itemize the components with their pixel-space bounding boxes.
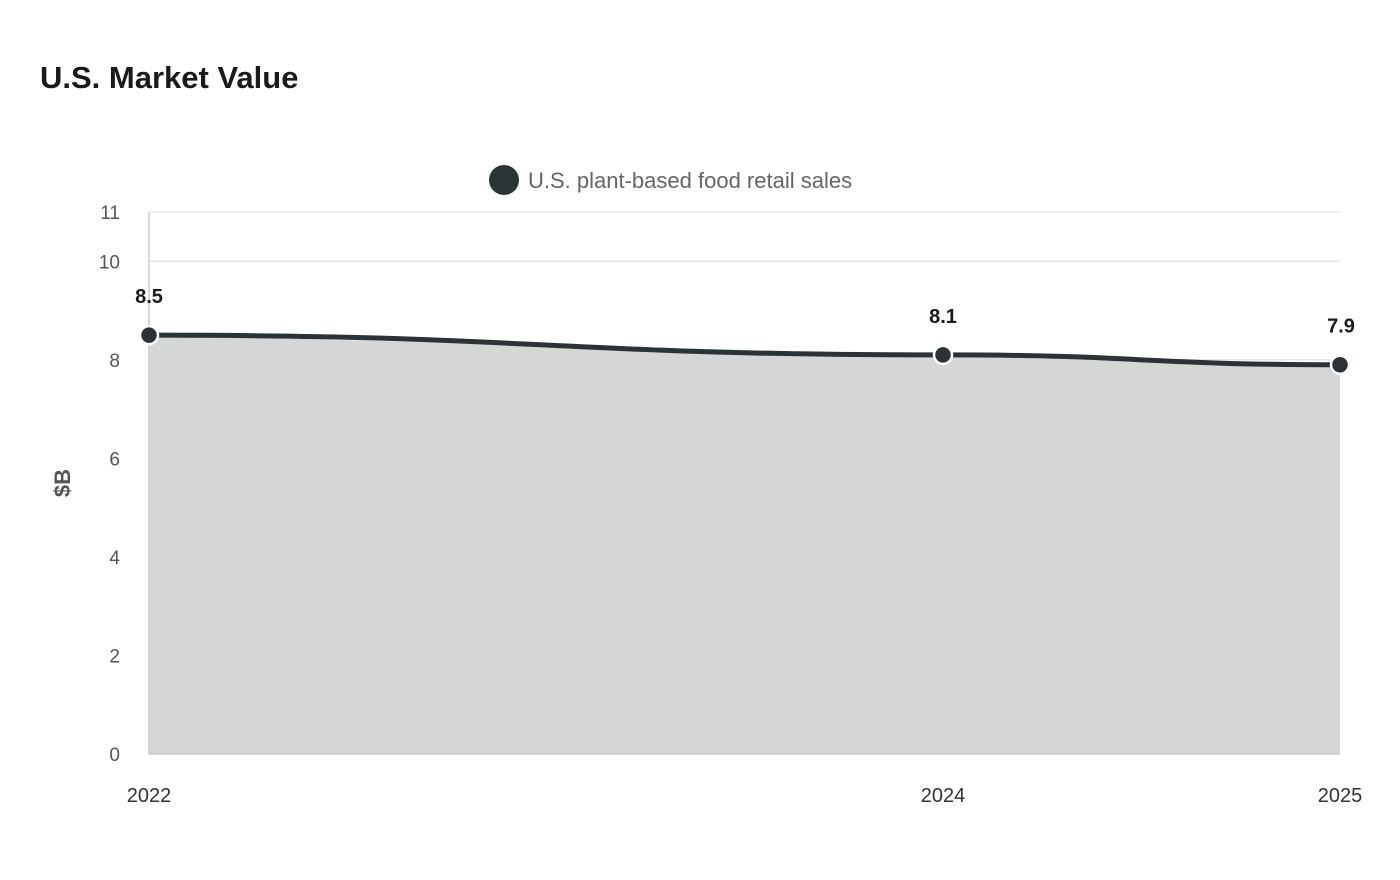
x-tick-label: 2025 (1318, 785, 1363, 807)
legend-label: U.S. plant-based food retail sales (528, 168, 852, 193)
legend-swatch (489, 165, 519, 195)
x-tick-label: 2022 (127, 785, 172, 807)
y-tick-label: 0 (109, 745, 120, 766)
y-tick-label: 4 (109, 548, 120, 569)
series-line (146, 332, 1343, 368)
series-line-layer (146, 332, 1343, 368)
y-tick-label: 6 (109, 449, 120, 470)
page-title: U.S. Market Value (40, 60, 299, 95)
data-label: 8.5 (135, 286, 163, 308)
data-point[interactable] (138, 324, 160, 346)
y-axis-title: $B (50, 469, 75, 497)
data-label: 8.1 (929, 306, 957, 328)
area-fill (149, 335, 1340, 754)
x-tick-label: 2024 (921, 785, 966, 807)
y-tick-label: 2 (109, 646, 120, 667)
y-tick-label: 10 (99, 252, 120, 273)
y-tick-label: 11 (100, 203, 120, 224)
axes (148, 212, 1340, 755)
data-point[interactable] (1329, 354, 1351, 375)
data-label: 7.9 (1327, 316, 1355, 338)
y-tick-label: 8 (109, 351, 120, 372)
area-fill-layer (149, 335, 1340, 754)
data-labels: 8.5 8.1 7.9 (135, 286, 1355, 338)
tick-labels: 0 2 4 6 8 10 11 2022 2024 2025 (99, 203, 1362, 807)
data-points (138, 324, 1351, 375)
data-point[interactable] (932, 344, 954, 366)
legend[interactable]: U.S. plant-based food retail sales (489, 165, 852, 195)
